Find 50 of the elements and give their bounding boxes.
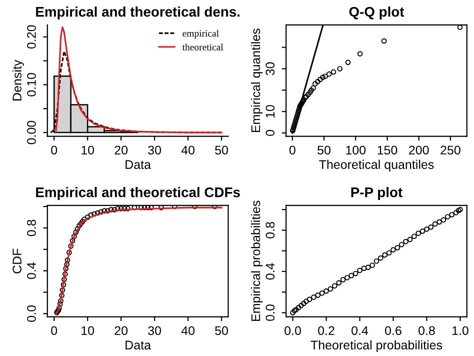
x-tick-label: 30 bbox=[148, 146, 162, 155]
x-axis-title: Theoretical quantiles bbox=[319, 160, 434, 172]
y-tick-label: 0.0 bbox=[266, 304, 275, 321]
legend-label: empirical bbox=[182, 30, 219, 39]
y-tick-label: 0.4 bbox=[27, 262, 36, 279]
x-axis-title: Data bbox=[126, 340, 152, 350]
x-tick-label: 20 bbox=[114, 146, 128, 155]
x-axis-title: Theoretical probabilities bbox=[310, 340, 442, 352]
y-axis-title: Empirical quantiles bbox=[250, 28, 263, 132]
x-tick-label: 200 bbox=[409, 146, 429, 155]
x-tick-label: 0.6 bbox=[385, 326, 402, 336]
x-tick-label: 150 bbox=[378, 146, 398, 155]
chart-title: Empirical and theoretical dens. bbox=[36, 6, 240, 20]
y-axis-title: Density bbox=[12, 60, 24, 100]
y-tick-label: 0.0 bbox=[27, 305, 36, 322]
x-tick-label: 50 bbox=[215, 146, 228, 155]
y-tick-label: 0.20 bbox=[27, 25, 36, 49]
x-axis-title: Data bbox=[126, 160, 152, 169]
y-tick-label: 0.00 bbox=[27, 120, 36, 144]
x-tick-label: 30 bbox=[148, 326, 162, 336]
x-tick-label: 0.8 bbox=[418, 326, 435, 336]
x-tick-label: 1.0 bbox=[452, 326, 468, 336]
x-tick-label: 20 bbox=[114, 326, 128, 336]
x-tick-label: 40 bbox=[181, 326, 194, 336]
y-tick-label: 10 bbox=[266, 105, 275, 118]
x-tick-label: 250 bbox=[440, 146, 460, 155]
x-tick-label: 40 bbox=[181, 146, 194, 155]
x-tick-label: 10 bbox=[82, 146, 94, 155]
chart-title: Empirical and theoretical CDFs bbox=[36, 187, 240, 200]
y-tick-label: 0.8 bbox=[27, 220, 36, 236]
y-tick-label: 0.8 bbox=[266, 222, 275, 238]
x-tick-label: 0 bbox=[51, 326, 58, 336]
x-tick-label: 0.4 bbox=[352, 326, 368, 336]
y-axis-title: CDF bbox=[12, 248, 22, 274]
x-tick-label: 50 bbox=[318, 146, 330, 155]
chart-title: Q-Q plot bbox=[349, 6, 404, 20]
y-tick-label: 30 bbox=[266, 62, 275, 76]
chart-title: P-P plot bbox=[351, 187, 402, 200]
x-tick-label: 50 bbox=[215, 326, 228, 336]
x-tick-label: 100 bbox=[346, 146, 366, 155]
x-tick-label: 10 bbox=[82, 326, 94, 336]
x-tick-label: 0 bbox=[51, 146, 58, 155]
y-tick-label: 0.4 bbox=[266, 263, 275, 280]
y-axis-title: Empirical probabilities bbox=[250, 200, 263, 321]
y-tick-label: 0 bbox=[266, 130, 275, 136]
legend-label: theoretical bbox=[182, 44, 224, 50]
x-tick-label: 0 bbox=[289, 146, 296, 155]
x-tick-label: 0.2 bbox=[318, 326, 334, 336]
x-tick-label: 0.0 bbox=[284, 326, 301, 336]
y-tick-label: 0.10 bbox=[27, 73, 36, 96]
